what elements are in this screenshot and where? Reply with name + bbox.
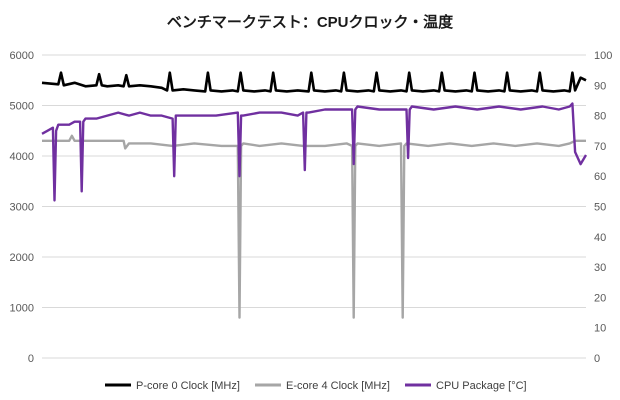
chart-title: ベンチマークテスト：CPUクロック・温度 xyxy=(167,13,454,31)
legend: P-core 0 Clock [MHz] E-core 4 Clock [MHz]… xyxy=(105,380,527,392)
legend-label: CPU Package [°C] xyxy=(436,380,527,392)
left-tick-label: 4000 xyxy=(10,151,34,163)
left-tick-label: 3000 xyxy=(10,202,34,214)
series-line xyxy=(41,71,587,93)
right-tick-label: 50 xyxy=(594,202,606,214)
right-tick-label: 20 xyxy=(594,292,606,304)
left-axis-ticks: 0 1000 2000 3000 4000 5000 6000 xyxy=(10,50,34,365)
right-tick-label: 10 xyxy=(594,323,606,335)
right-tick-label: 100 xyxy=(594,50,612,62)
right-tick-label: 90 xyxy=(594,80,606,92)
right-tick-label: 0 xyxy=(594,353,600,365)
series-layer xyxy=(41,71,588,319)
right-tick-label: 60 xyxy=(594,171,606,183)
grid-layer xyxy=(42,54,586,359)
series-line xyxy=(42,134,586,319)
right-tick-label: 70 xyxy=(594,141,606,153)
left-tick-label: 0 xyxy=(28,353,34,365)
legend-label: P-core 0 Clock [MHz] xyxy=(136,380,240,392)
right-tick-label: 40 xyxy=(594,232,606,244)
left-tick-label: 1000 xyxy=(10,303,34,315)
series-line xyxy=(41,102,588,202)
right-axis-ticks: 0 10 20 30 40 50 60 70 80 90 100 xyxy=(594,50,612,365)
left-tick-label: 5000 xyxy=(10,101,34,113)
right-tick-label: 80 xyxy=(594,111,606,123)
legend-label: E-core 4 Clock [MHz] xyxy=(286,380,390,392)
right-tick-label: 30 xyxy=(594,262,606,274)
left-tick-label: 2000 xyxy=(10,252,34,264)
left-tick-label: 6000 xyxy=(10,50,34,62)
